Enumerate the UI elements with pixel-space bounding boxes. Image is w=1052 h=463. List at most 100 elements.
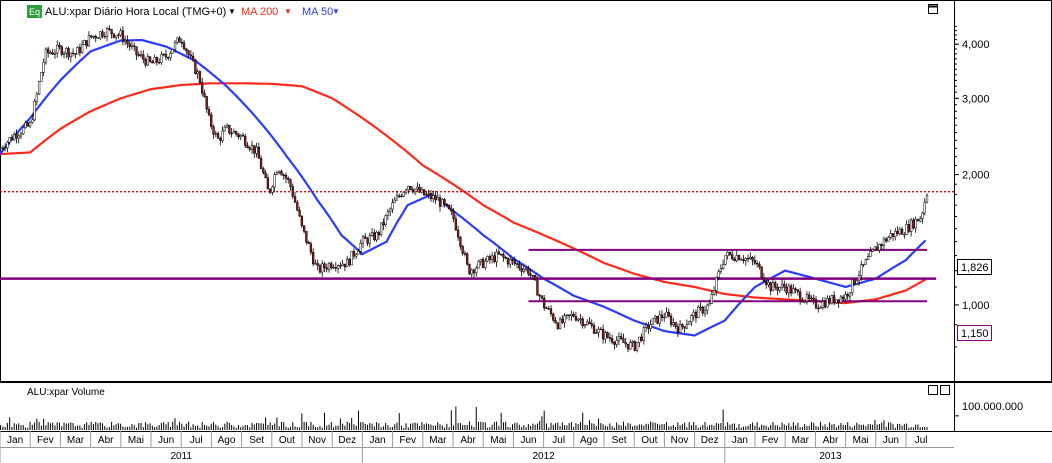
price-candle (726, 251, 729, 257)
price-candle (547, 308, 550, 310)
price-candle (278, 170, 281, 173)
price-candle (26, 122, 29, 127)
price-candle (60, 46, 63, 55)
price-candle (486, 256, 489, 262)
price-candle (37, 81, 41, 95)
price-candle (176, 37, 179, 43)
price-candle (755, 262, 759, 265)
price-candle (135, 46, 138, 56)
price-candle (626, 343, 630, 350)
price-candle (556, 322, 559, 329)
month-label: Jul (915, 435, 928, 446)
price-candle (697, 306, 700, 319)
price-candle (90, 35, 93, 38)
price-candle (660, 314, 664, 318)
price-candle (522, 268, 525, 272)
price-candle (792, 288, 795, 294)
price-candle (832, 295, 836, 304)
price-candle (493, 255, 496, 263)
month-label: Jan (732, 435, 748, 446)
price-candle (715, 277, 718, 291)
price-candle (724, 255, 727, 265)
price-candle (681, 323, 684, 327)
price-candle (124, 40, 127, 42)
price-candle (538, 295, 541, 297)
price-candle (617, 336, 621, 341)
price-candle (744, 258, 747, 261)
price-candle (762, 277, 766, 282)
price-candle (703, 310, 707, 314)
price-candle (885, 238, 888, 242)
symbol-dropdown-icon[interactable]: ▼ (228, 7, 236, 16)
price-candle (787, 285, 790, 294)
month-label: Mar (429, 435, 447, 446)
price-candle (35, 93, 38, 102)
price-candle (466, 253, 469, 265)
price-candle (543, 297, 546, 309)
price-candle (531, 275, 535, 277)
price-candle (545, 307, 548, 309)
price-candle (300, 215, 303, 226)
price-candle (475, 267, 478, 274)
price-candle (837, 299, 840, 304)
price-candle (318, 265, 322, 273)
price-candle (348, 258, 351, 266)
price-candle (445, 203, 448, 206)
month-label: Mai (490, 435, 506, 446)
price-candle (33, 101, 36, 121)
price-candle (604, 332, 607, 340)
price-candle (182, 42, 186, 50)
ma200-legend[interactable]: MA 200 (241, 6, 278, 18)
price-candle (169, 53, 172, 59)
price-candle (708, 303, 711, 306)
price-candle (296, 202, 299, 211)
price-candle (284, 175, 288, 179)
price-candle (864, 259, 867, 265)
price-candle (821, 301, 824, 308)
price-candle (418, 186, 421, 193)
price-candle (844, 294, 847, 300)
price-candle (638, 336, 641, 343)
price-candle (44, 48, 48, 63)
price-candle (83, 40, 86, 45)
price-candle (500, 253, 503, 256)
year-label: 2012 (532, 451, 555, 462)
year-label: 2011 (170, 451, 192, 462)
price-candle (882, 238, 886, 246)
price-candle (873, 246, 877, 250)
price-candle (114, 35, 118, 38)
price-candle (434, 195, 437, 201)
price-candle (441, 199, 444, 207)
price-candle (287, 178, 290, 180)
price-candle (456, 229, 460, 238)
close-volume-panel-icon[interactable] (940, 385, 950, 395)
equity-badge-bg (27, 5, 42, 18)
price-candle (355, 253, 358, 257)
ma50-dropdown-icon[interactable]: ▼ (332, 7, 340, 16)
maximize-volume-panel-icon[interactable] (928, 385, 938, 395)
ma50-legend[interactable]: MA 50 (302, 6, 333, 18)
price-candle (228, 124, 231, 134)
equity-badge: Eq (29, 7, 40, 17)
month-label: Abr (460, 435, 476, 446)
price-candle (436, 197, 439, 201)
price-candle (395, 195, 399, 201)
price-candle (504, 256, 507, 259)
price-candle (737, 255, 741, 261)
maximize-price-panel-icon[interactable] (928, 4, 938, 14)
price-candle (529, 273, 532, 276)
price-candles (0, 25, 929, 353)
price-candle (842, 296, 845, 300)
price-candle (808, 294, 811, 299)
price-candle (191, 55, 195, 61)
ma200-dropdown-icon[interactable]: ▼ (284, 7, 292, 16)
price-candle (828, 298, 831, 304)
price-candle (481, 259, 485, 268)
price-candle (919, 218, 922, 222)
price-candle (379, 222, 383, 236)
price-candle (377, 232, 381, 236)
price-candle (701, 306, 704, 314)
volume-panel-label[interactable]: ALU:xpar Volume (27, 387, 105, 398)
symbol-label[interactable]: ALU:xpar Diário Hora Local (TMG+0) (45, 6, 226, 18)
